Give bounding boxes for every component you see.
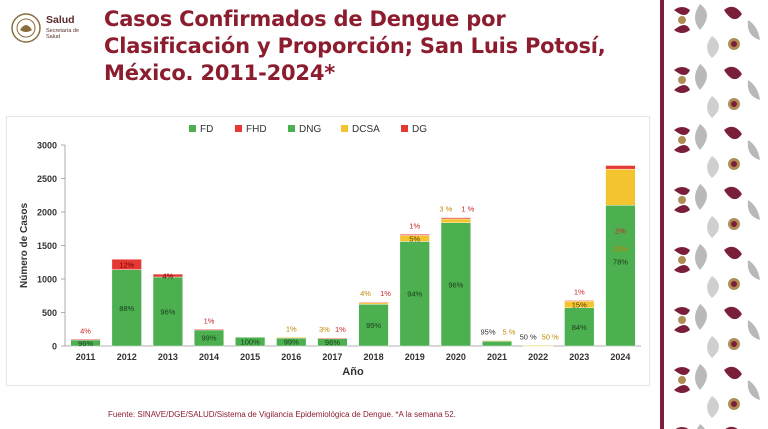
y-tick-label-1500: 1500 (37, 241, 57, 251)
bar-2024-dng (605, 205, 636, 347)
bar-label-2020-dcsa-21: 3 % (439, 205, 452, 214)
x-tick-label-2023: 2023 (569, 352, 589, 362)
x-tick-label-2024: 2024 (610, 352, 630, 362)
x-tick-label-2017: 2017 (322, 352, 342, 362)
bar-2019-dng (399, 241, 430, 347)
bar-label-2011-fd-0: 96% (78, 339, 93, 348)
y-axis-title: Número de Casos (19, 203, 30, 288)
bar-label-2020-dng-20: 96% (448, 280, 463, 289)
x-tick-label-2020: 2020 (446, 352, 466, 362)
x-tick-label-2018: 2018 (364, 352, 384, 362)
bar-label-2013-fhd-5: 4% (162, 272, 173, 281)
y-tick-label-2500: 2500 (37, 174, 57, 184)
legend-swatch-fhd (235, 125, 242, 132)
bar-label-2021-dcsa-24: 5 % (503, 328, 516, 337)
stacked-bar-chart: FD FHD DNG DCSA DG 0 500 1000 1500 2000 2500 3000 Nú… (19, 124, 641, 378)
legend-label-dcsa: DCSA (352, 124, 380, 135)
bar-label-2024-dng-30: 78% (613, 258, 628, 267)
bar-label-2017-dcsa-12: 3% (319, 325, 330, 334)
bar-2023-dng (564, 307, 595, 347)
bar-label-2014-dg-7: 1% (204, 316, 215, 325)
legend-label-dng: DNG (299, 124, 321, 135)
bar-2018-dng (358, 304, 389, 347)
bar-label-2023-dcsa-28: 15% (572, 300, 587, 309)
source-note: Fuente: SINAVE/DGE/SALUD/Sistema de Vigi… (108, 410, 456, 419)
y-tick-label-1000: 1000 (37, 275, 57, 285)
bar-label-2022-dcsa-26: 50 % (542, 332, 559, 341)
bar-label-2017-dg-13: 1% (335, 325, 346, 334)
bar-2014-dg (193, 329, 225, 331)
x-tick-label-2014: 2014 (199, 352, 219, 362)
bar-label-2012-fd-2: 88% (119, 304, 134, 313)
bar-label-2016-dng-9: 99% (284, 338, 299, 347)
x-axis-title: Año (342, 366, 364, 378)
bar-2018-dg (358, 301, 389, 304)
bar-label-2018-dg-16: 1% (380, 289, 391, 298)
bar-label-2017-dng-11: 96% (325, 338, 340, 347)
bar-label-2023-dng-27: 84% (572, 323, 587, 332)
x-tick-label-2012: 2012 (117, 352, 137, 362)
bar-label-2018-dng-14: 95% (366, 321, 381, 330)
bar-label-2022-dng-25: 50 % (520, 332, 537, 341)
legend-swatch-dg (401, 125, 408, 132)
bar-label-2024-dg-32: 2% (615, 226, 626, 235)
bar-label-2023-dg-29: 1% (574, 288, 585, 297)
bar-2013-fhd (152, 273, 183, 278)
bar-label-2014-dng-6: 99% (201, 334, 216, 343)
x-tick-label-2013: 2013 (158, 352, 178, 362)
bar-label-2013-fd-4: 96% (160, 307, 175, 316)
bar-2024-dg (605, 165, 636, 170)
logo-title: Salud (46, 14, 75, 26)
x-tick-label-2011: 2011 (76, 352, 96, 362)
bar-2012-fhd (111, 259, 142, 270)
bar-2016-dcsa (276, 337, 307, 339)
bar-label-2018-dcsa-15: 4% (360, 289, 371, 298)
bar-2023-dg (564, 300, 595, 302)
coat-of-arms-icon (11, 13, 41, 43)
x-tick-label-2021: 2021 (487, 352, 507, 362)
bar-label-2016-dcsa-10: 1% (286, 324, 297, 333)
bar-2020-dng (440, 222, 471, 347)
bar-label-2019-dg-19: 1% (409, 221, 420, 230)
x-tick-label-2019: 2019 (405, 352, 425, 362)
bar-label-2011-fhd-1: 4% (80, 326, 91, 335)
bar-label-2019-dcsa-18: 5% (409, 234, 420, 243)
bar-2012-fd (111, 269, 142, 347)
decorative-border (660, 0, 768, 429)
legend-label-dg: DG (412, 124, 427, 135)
bar-2013-fd (152, 276, 183, 347)
legend-label-fd: FD (200, 124, 213, 135)
y-tick-label-0: 0 (52, 342, 57, 352)
legend-swatch-dng (288, 125, 295, 132)
y-tick-label-500: 500 (42, 308, 57, 318)
bar-2021-dcsa (481, 340, 513, 342)
bar-label-2024-dcsa-31: 20% (613, 245, 628, 254)
bar-2011-fhd (70, 339, 101, 341)
y-tick-label-2000: 2000 (37, 208, 57, 218)
bar-label-2012-fhd-3: 12% (119, 260, 134, 269)
bar-label-2021-dng-23: 95% (480, 328, 495, 337)
y-tick-label-3000: 3000 (37, 141, 57, 151)
bar-label-2019-dng-17: 94% (407, 290, 422, 299)
bar-2022-dcsa (523, 345, 554, 347)
bar-2020-dg (440, 217, 471, 220)
x-tick-label-2015: 2015 (240, 352, 260, 362)
logo-subtitle: Secretaría de Salud (46, 28, 80, 40)
legend-swatch-fd (189, 125, 196, 132)
bar-2024-dcsa (605, 168, 636, 206)
legend-swatch-dcsa (341, 125, 348, 132)
x-tick-label-2016: 2016 (281, 352, 301, 362)
legend-label-fhd: FHD (246, 124, 267, 135)
bar-2021-dng (481, 340, 513, 347)
chart-container: FD FHD DNG DCSA DG 0 500 1000 1500 2000 2500 3000 Nú… (6, 116, 650, 386)
bar-2017-dg (317, 337, 348, 339)
page-title: Casos Confirmados de Dengue por Clasific… (104, 7, 606, 85)
x-tick-label-2022: 2022 (528, 352, 548, 362)
bar-2019-dg (399, 234, 430, 236)
bar-2020-dcsa (440, 218, 471, 223)
bar-label-2015-dng-8: 100% (241, 338, 261, 347)
bar-2015-dng (235, 337, 266, 347)
bar-label-2020-dg-22: 1 % (461, 205, 474, 214)
salud-logo: Salud Secretaría de Salud (10, 10, 92, 46)
